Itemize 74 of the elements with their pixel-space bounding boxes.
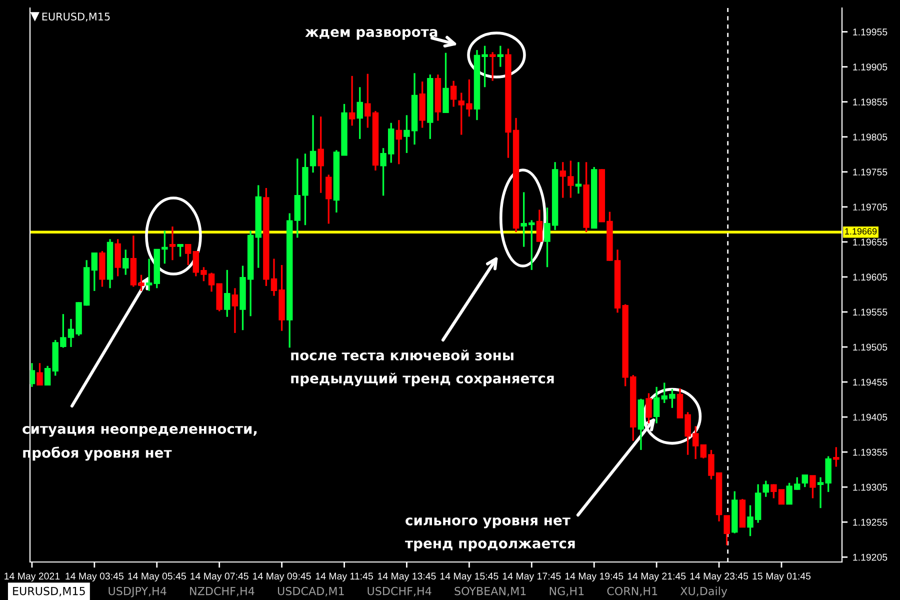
y-tick-label: 1.19305: [853, 484, 888, 491]
y-tick-label: 1.19355: [853, 448, 888, 456]
candlestick: [224, 269, 230, 318]
candlestick: [36, 362, 43, 386]
candlestick: [536, 208, 543, 242]
candlestick: [326, 174, 332, 225]
candlestick: [489, 51, 496, 82]
y-tick-label: 1.19555: [853, 308, 888, 316]
x-tick-label: 14 May 11:45: [316, 572, 373, 582]
y-tick-label: 1.19405: [853, 414, 888, 421]
x-tick-label: 14 May 17:45: [502, 572, 561, 582]
candlestick: [575, 161, 582, 194]
candlestick: [646, 392, 652, 424]
x-tick-label: 14 May 03:45: [66, 572, 124, 582]
y-tick-label: 1.19605: [853, 274, 888, 281]
candlestick: [318, 116, 324, 194]
y-tick-label: 1.19705: [853, 204, 888, 211]
candlestick: [44, 365, 51, 386]
x-tick-label: 14 May 15:45: [440, 572, 498, 582]
x-tick-label: 14 May 19:45: [565, 572, 624, 582]
text: USDCAD,M1: [278, 586, 344, 596]
chart-title: EURUSD,M15: [42, 12, 110, 22]
y-tick-label: 1.19655: [853, 238, 888, 246]
candlestick: [310, 114, 316, 174]
x-tick-label: 14 May 13:45: [378, 572, 436, 582]
text: SOYBEAN,M1: [454, 586, 526, 596]
candlestick: [146, 258, 152, 292]
text: USDJPY,H4: [108, 586, 166, 598]
x-tick-label: 15 May 01:45: [752, 572, 811, 582]
candlestick: [396, 119, 402, 166]
x-tick-label: 14 May 07:45: [190, 572, 248, 582]
candlestick: [122, 248, 129, 276]
candlestick: [762, 480, 769, 498]
annotation: сильного уровня нет тренд продолжается: [405, 517, 575, 552]
candlestick: [91, 252, 98, 292]
text: EURUSD,M15: [13, 586, 85, 596]
candlestick: [497, 44, 504, 68]
y-tick-label: 1.19855: [853, 98, 888, 106]
candlestick: [30, 362, 36, 388]
candlestick: [802, 474, 808, 488]
x-tick-label: 14 May 09:45: [253, 572, 311, 582]
y-tick-label: 1.19955: [853, 28, 888, 36]
text: CORN,H1: [607, 586, 658, 596]
x-tick-label: 14 May 21:45: [628, 572, 686, 582]
y-tick-label: 1.19805: [853, 134, 888, 140]
candlestick: [114, 238, 121, 278]
y-tick-label: 1.19905: [853, 64, 888, 70]
candlestick: [169, 226, 176, 261]
candlestick: [450, 80, 457, 108]
y-tick-label: 1.19455: [853, 378, 888, 386]
candlestick: [442, 52, 449, 114]
y-tick-label: 1.19205: [853, 554, 888, 561]
candlestick: [653, 386, 660, 424]
y-tick-label: 1.19755: [853, 168, 888, 176]
candlestick: [724, 514, 730, 546]
annotation: после теста ключевой зоны предыдущий тренд сохраняется: [291, 350, 554, 386]
candlestick: [833, 446, 840, 468]
y-tick-label: 1.19505: [853, 344, 888, 351]
text: NG,H1: [550, 586, 584, 596]
text: USDCHF,H4: [368, 586, 432, 596]
x-tick-label: 14 May 23:45: [690, 572, 748, 582]
y-tick-label: 1.19255: [853, 518, 888, 526]
text: XU,Daily: [680, 586, 728, 598]
ref-line-label: 1.19669: [845, 228, 877, 235]
candlestick: [177, 244, 184, 258]
candlestick: [810, 475, 816, 500]
candlestick: [348, 75, 356, 126]
x-tick-label: 14 May 05:45: [128, 572, 186, 582]
annotation: ждем разворота: [305, 29, 438, 40]
candlestick: [356, 86, 363, 140]
text: NZDCHF,H4: [190, 586, 254, 596]
candlestick: [232, 287, 238, 334]
x-tick-label: 14 May 2021: [4, 572, 60, 582]
candlestick: [184, 244, 192, 266]
